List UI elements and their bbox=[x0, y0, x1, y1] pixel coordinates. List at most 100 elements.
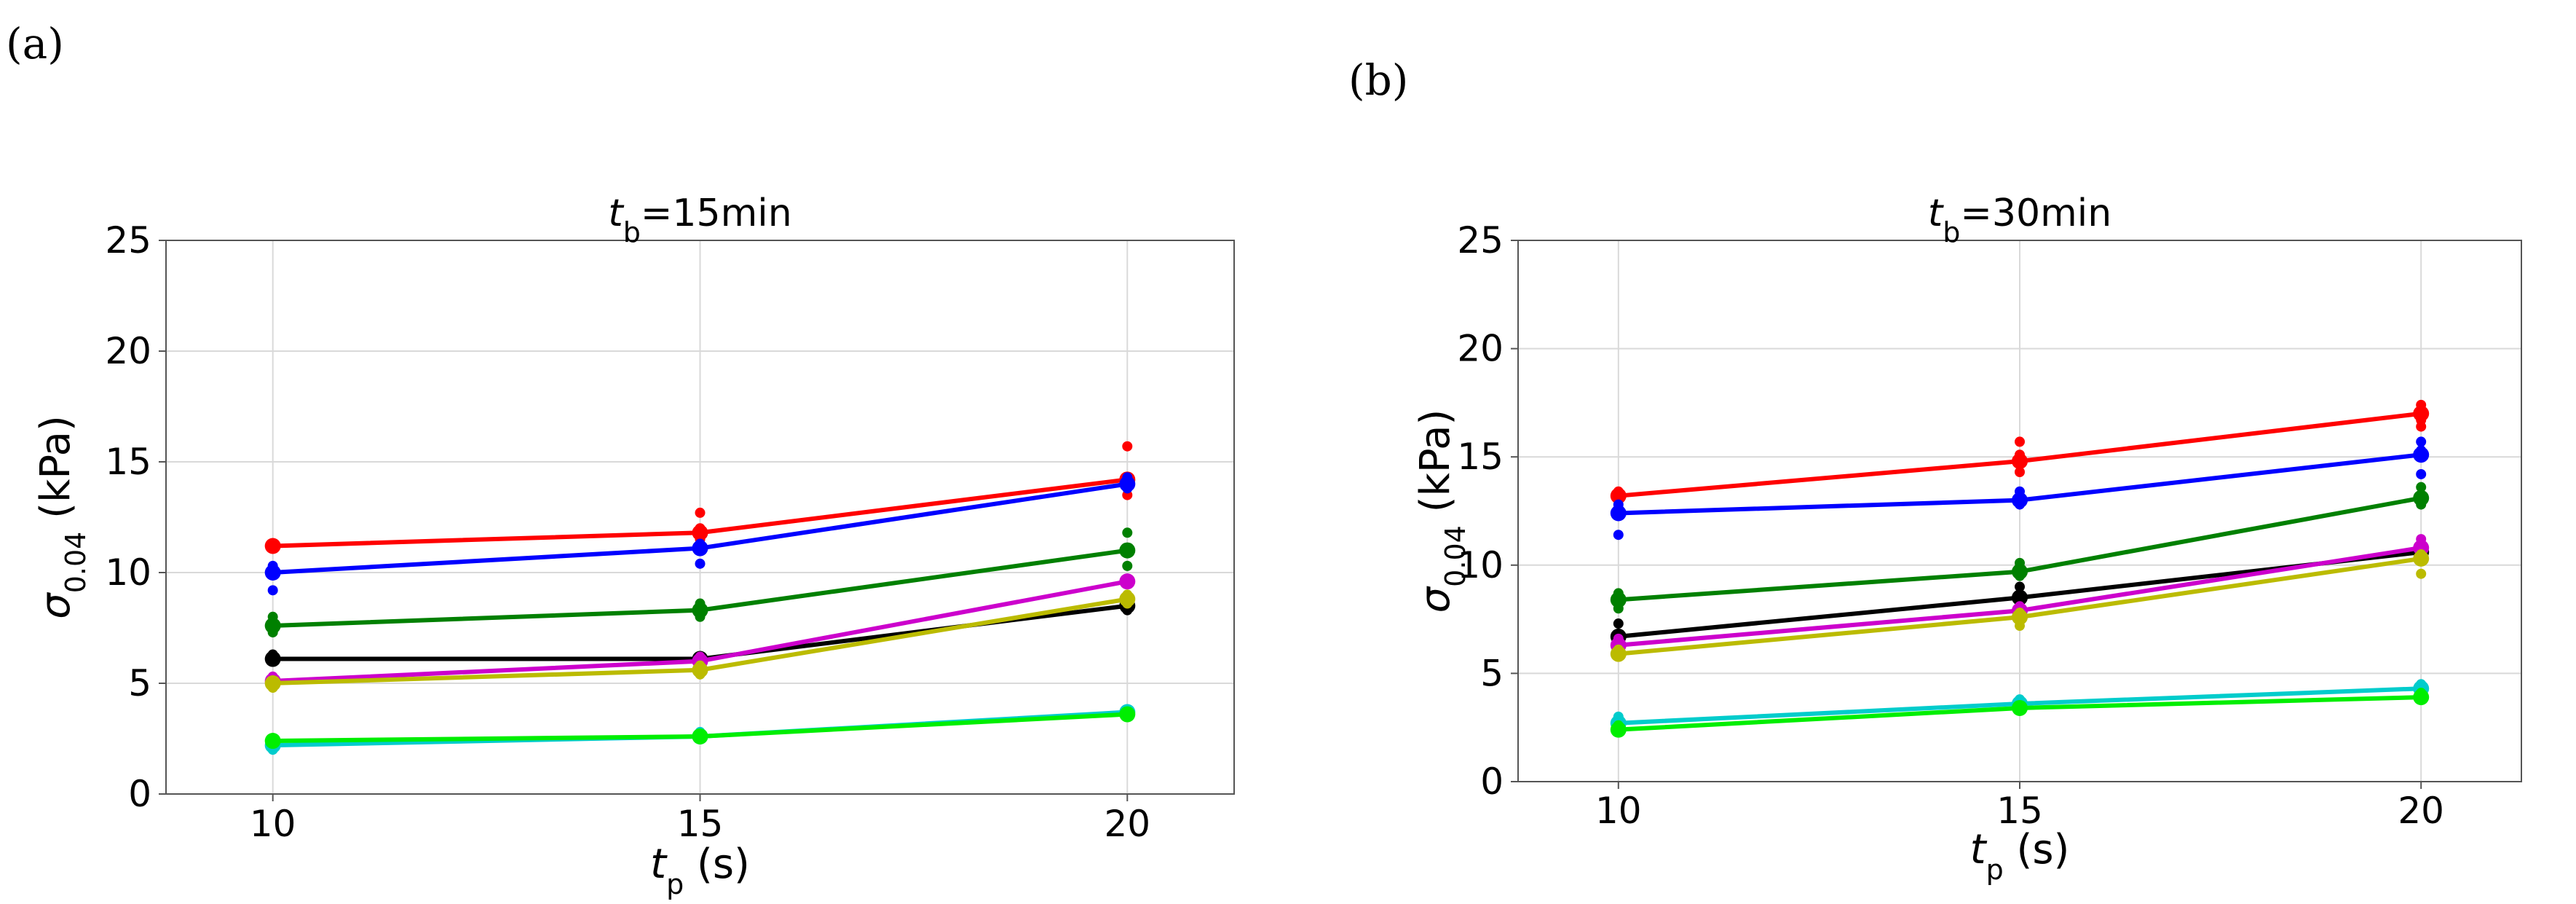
y-tick-label: 5 bbox=[1480, 652, 1504, 694]
chart-title: tb=15min bbox=[608, 192, 791, 248]
x-axis-label-rest: (s) bbox=[684, 841, 750, 888]
x-tick-label: 10 bbox=[250, 803, 296, 845]
mean-marker bbox=[2413, 689, 2430, 706]
mean-marker bbox=[1119, 573, 1136, 590]
x-tick-label: 20 bbox=[1104, 803, 1150, 845]
mean-marker bbox=[1119, 706, 1136, 723]
mean-marker bbox=[692, 661, 708, 678]
mean-marker bbox=[264, 538, 281, 554]
series-1 bbox=[1610, 399, 2430, 504]
x-tick-label: 15 bbox=[677, 803, 724, 845]
chart-title-sub: b bbox=[1943, 216, 1960, 248]
mean-marker bbox=[264, 565, 281, 581]
mean-marker bbox=[2012, 609, 2028, 626]
chart-title: tb=30min bbox=[1928, 192, 2111, 248]
data-point bbox=[2015, 467, 2025, 478]
mean-marker bbox=[2012, 589, 2028, 606]
y-axis-label: σ0.04 (kPa) bbox=[32, 415, 92, 619]
mean-marker bbox=[264, 617, 281, 634]
y-tick-label: 15 bbox=[105, 441, 151, 483]
x-tick-label: 15 bbox=[1996, 790, 2043, 832]
mean-marker bbox=[2012, 699, 2028, 716]
y-axis-label: σ0.04 (kPa) bbox=[1412, 409, 1471, 613]
mean-marker bbox=[1119, 476, 1136, 492]
series-3 bbox=[1610, 482, 2430, 614]
series-2 bbox=[1610, 436, 2430, 541]
x-axis-label-var: t bbox=[1970, 826, 1988, 873]
series-6 bbox=[264, 589, 1136, 693]
y-tick-label: 20 bbox=[1457, 328, 1504, 370]
series-6 bbox=[1610, 549, 2430, 662]
mean-marker bbox=[2413, 550, 2430, 567]
data-point bbox=[695, 558, 706, 569]
y-tick-label: 0 bbox=[1480, 760, 1504, 803]
data-point bbox=[1613, 618, 1624, 629]
x-tick-label: 10 bbox=[1595, 790, 1642, 832]
chart-title-rest: =15min bbox=[641, 192, 792, 235]
y-axis-label-sub: 0.04 bbox=[60, 532, 92, 594]
y-tick-label: 15 bbox=[1457, 436, 1504, 478]
y-tick-label: 20 bbox=[105, 330, 151, 372]
mean-marker bbox=[264, 733, 281, 750]
chart-title-sub: b bbox=[623, 216, 641, 248]
x-axis-label-sub: p bbox=[666, 868, 684, 900]
x-axis-label-rest: (s) bbox=[2004, 826, 2070, 873]
y-tick-label: 5 bbox=[128, 662, 151, 704]
mean-marker bbox=[692, 524, 708, 541]
series-8 bbox=[264, 706, 1136, 750]
panel-label-a: (a) bbox=[6, 19, 64, 68]
x-tick-label: 20 bbox=[2398, 790, 2444, 832]
y-axis-label-sub: 0.04 bbox=[1439, 525, 1471, 587]
mean-marker bbox=[2413, 447, 2430, 463]
mean-marker bbox=[1610, 505, 1627, 522]
mean-marker bbox=[692, 540, 708, 557]
mean-marker bbox=[692, 728, 708, 744]
chart-title-var: t bbox=[1928, 192, 1944, 235]
data-point bbox=[2416, 436, 2427, 447]
x-axis-label-sub: p bbox=[1986, 854, 2004, 886]
data-point bbox=[1122, 527, 1133, 538]
data-point bbox=[1613, 530, 1624, 541]
mean-marker bbox=[1610, 645, 1627, 662]
panel-label-b: (b) bbox=[1348, 55, 1408, 105]
chart-title-rest: =30min bbox=[1960, 192, 2111, 235]
mean-marker bbox=[1610, 591, 1627, 608]
series-3 bbox=[264, 527, 1136, 638]
data-point bbox=[267, 585, 278, 596]
x-axis-label-var: t bbox=[650, 841, 668, 888]
y-axis-label-var: σ bbox=[1412, 586, 1459, 613]
y-axis-label-var: σ bbox=[32, 592, 79, 619]
data-point bbox=[2416, 482, 2427, 492]
mean-marker bbox=[264, 651, 281, 667]
data-point bbox=[2416, 421, 2427, 432]
y-tick-label: 0 bbox=[128, 773, 151, 815]
series-8 bbox=[1610, 688, 2430, 738]
series-2 bbox=[264, 472, 1136, 596]
data-point bbox=[1122, 560, 1133, 571]
mean-marker bbox=[2012, 492, 2028, 508]
data-point bbox=[2416, 468, 2427, 479]
y-tick-label: 25 bbox=[105, 219, 151, 262]
mean-marker bbox=[1119, 542, 1136, 559]
mean-marker bbox=[692, 602, 708, 618]
mean-marker bbox=[2413, 490, 2430, 506]
data-point bbox=[2015, 436, 2025, 447]
mean-marker bbox=[2012, 563, 2028, 580]
mean-marker bbox=[2012, 453, 2028, 470]
mean-marker bbox=[1610, 487, 1627, 504]
y-tick-label: 10 bbox=[1457, 544, 1504, 586]
mean-marker bbox=[2413, 405, 2430, 422]
y-axis-label-rest: (kPa) bbox=[32, 415, 79, 532]
mean-marker bbox=[264, 675, 281, 691]
y-tick-label: 25 bbox=[1457, 219, 1504, 262]
data-point bbox=[695, 507, 706, 518]
data-point bbox=[1122, 441, 1133, 452]
y-tick-label: 10 bbox=[105, 551, 151, 594]
chart-title-var: t bbox=[608, 192, 624, 235]
mean-marker bbox=[1119, 591, 1136, 608]
data-point bbox=[2416, 568, 2427, 579]
data-point bbox=[2015, 581, 2025, 592]
y-axis-label-rest: (kPa) bbox=[1412, 409, 1459, 526]
